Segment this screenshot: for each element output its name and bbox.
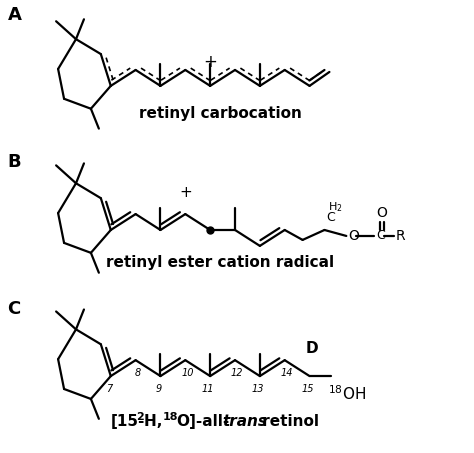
Text: [15-: [15-: [111, 414, 145, 429]
Text: H,: H,: [144, 414, 167, 429]
Text: H$_2$: H$_2$: [328, 200, 343, 214]
Text: R: R: [396, 229, 406, 243]
Text: 10: 10: [181, 368, 193, 378]
Text: retinyl ester cation radical: retinyl ester cation radical: [106, 255, 334, 270]
Text: retinyl carbocation: retinyl carbocation: [139, 106, 301, 121]
Text: +: +: [203, 53, 217, 71]
Text: 12: 12: [231, 368, 243, 378]
Text: O: O: [377, 206, 388, 220]
Text: 2: 2: [137, 412, 145, 422]
Text: 11: 11: [202, 384, 214, 394]
Text: 9: 9: [155, 384, 162, 394]
Text: C: C: [8, 299, 21, 318]
Text: retinol: retinol: [257, 414, 319, 429]
Text: 18: 18: [163, 412, 178, 422]
Text: 15: 15: [301, 384, 314, 394]
Text: B: B: [8, 154, 21, 171]
Text: +: +: [179, 185, 191, 200]
Text: 7: 7: [106, 384, 112, 394]
Text: $^{18}$OH: $^{18}$OH: [328, 384, 366, 403]
Text: C: C: [376, 229, 385, 242]
Text: 14: 14: [281, 368, 293, 378]
Text: 8: 8: [135, 368, 141, 378]
Text: C: C: [327, 211, 335, 224]
Text: trans: trans: [222, 414, 267, 429]
Text: A: A: [8, 6, 21, 24]
Text: O]-all-: O]-all-: [176, 414, 229, 429]
Text: 13: 13: [252, 384, 264, 394]
Text: O: O: [348, 229, 359, 243]
Text: D: D: [305, 341, 318, 356]
